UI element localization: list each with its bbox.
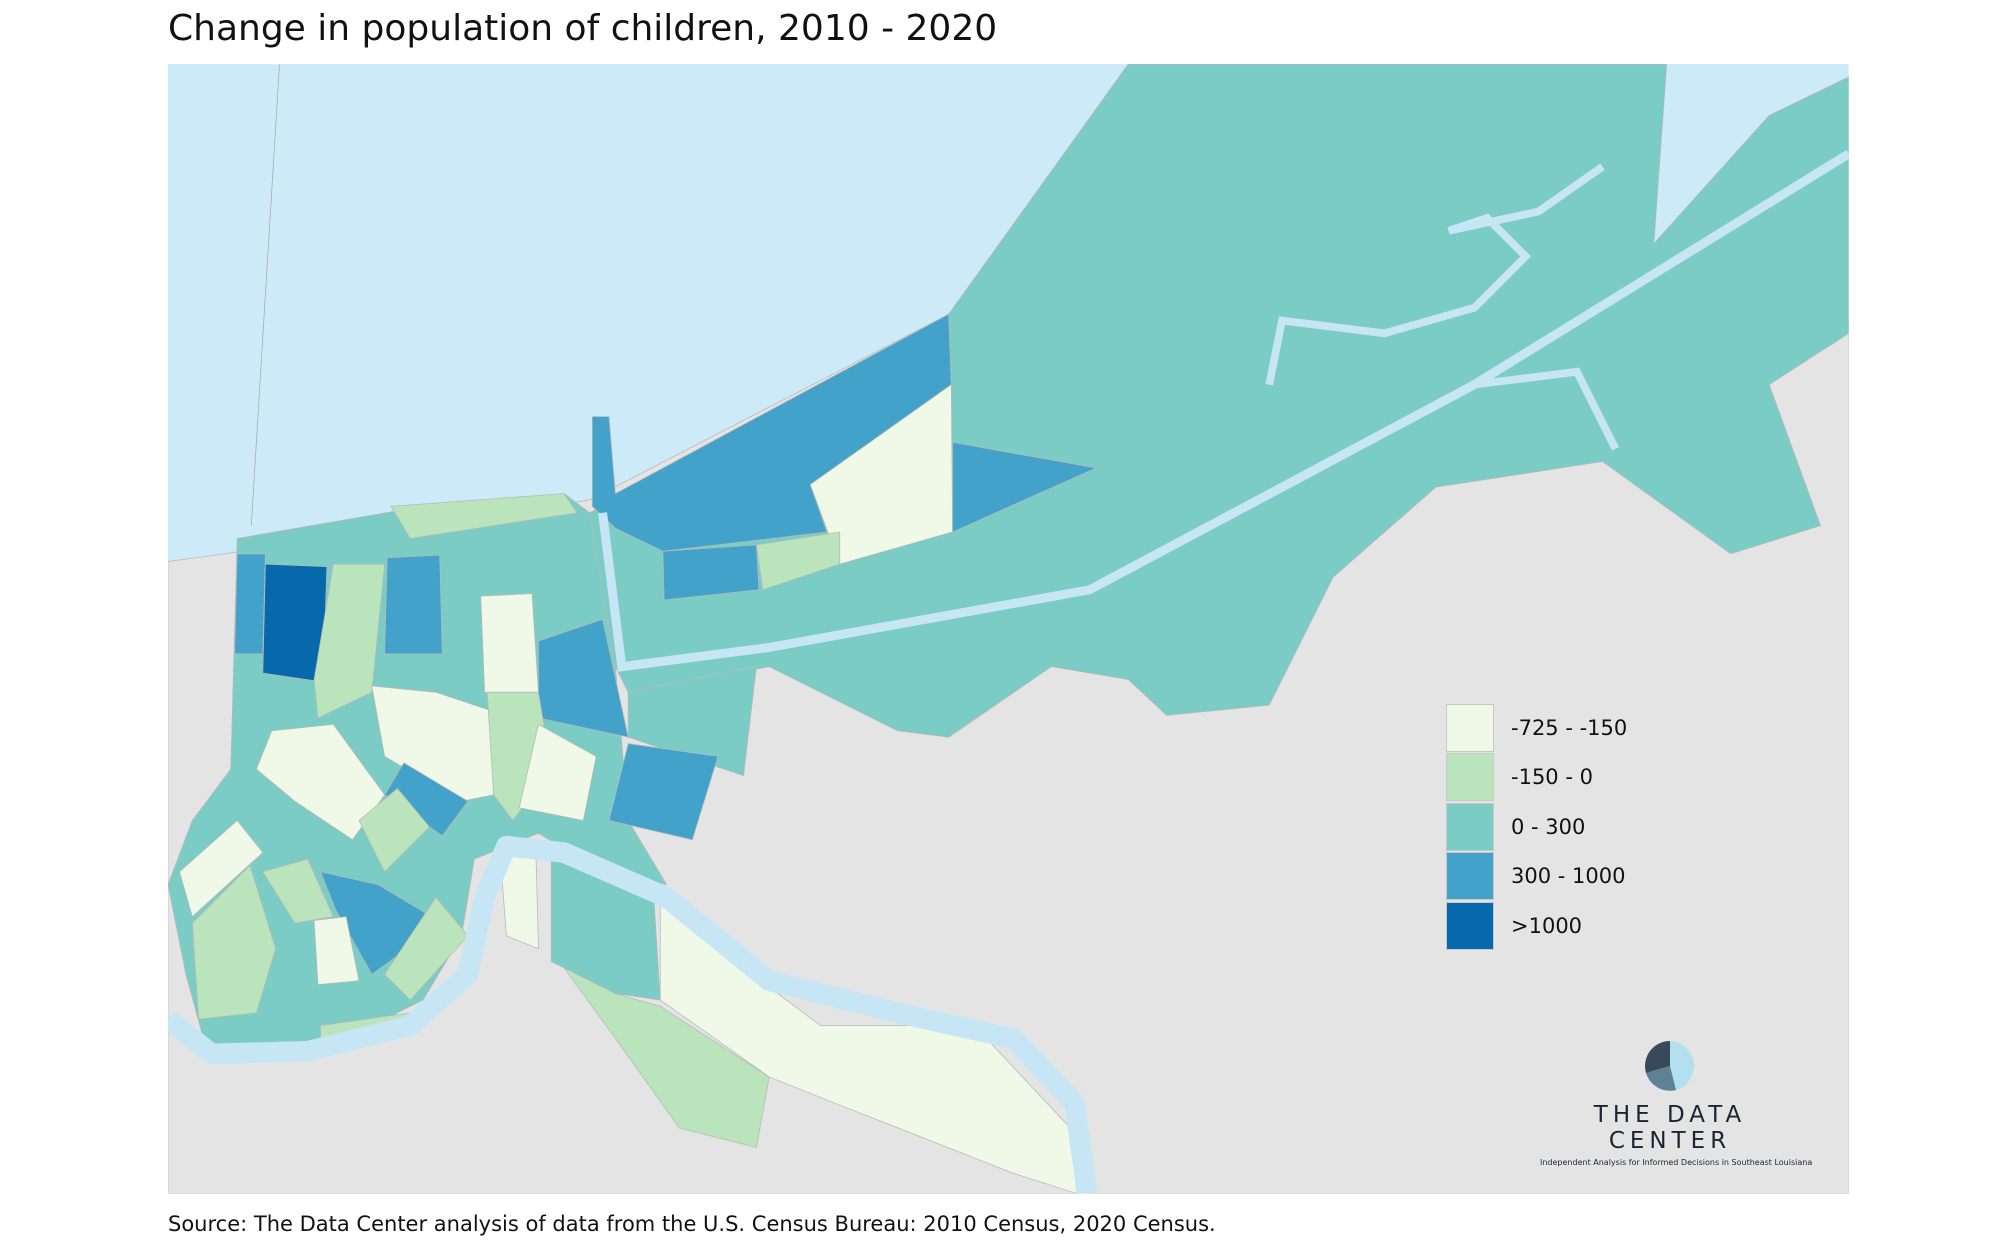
source-note: Source: The Data Center analysis of data… xyxy=(168,1212,1216,1236)
tract xyxy=(384,762,469,837)
tract xyxy=(755,531,841,591)
legend-label: -150 - 0 xyxy=(1511,765,1593,790)
map-title: Change in population of children, 2010 -… xyxy=(168,8,998,49)
legend-swatch xyxy=(1446,802,1494,851)
tract xyxy=(262,858,334,924)
tract xyxy=(518,723,597,821)
legend-label: >1000 xyxy=(1511,913,1583,938)
tract xyxy=(662,544,760,601)
bayou xyxy=(1265,163,1605,386)
legend-label: 300 - 1000 xyxy=(1511,864,1626,889)
logo-tagline: Independent Analysis for Informed Decisi… xyxy=(1540,1158,1813,1167)
tract xyxy=(313,563,386,719)
tract xyxy=(952,441,1098,533)
legend-label: 0 - 300 xyxy=(1511,814,1586,839)
mississippi-river xyxy=(167,835,1098,1194)
legend-item: >1000 xyxy=(1446,901,1627,951)
legend-swatch xyxy=(1446,703,1494,752)
tract xyxy=(358,787,431,873)
legend-swatch xyxy=(1446,753,1494,802)
legend: -725 - -150 -150 - 0 0 - 300 300 - 1000 … xyxy=(1446,703,1627,951)
tract xyxy=(384,554,443,655)
tract xyxy=(234,553,266,655)
legend-item: -725 - -150 xyxy=(1446,703,1627,753)
tract xyxy=(480,593,539,693)
tract xyxy=(563,967,770,1148)
tract xyxy=(627,666,757,777)
tract xyxy=(608,743,719,841)
legend-item: 300 - 1000 xyxy=(1446,852,1627,902)
logo-name: THE DATA CENTER xyxy=(1593,1102,1747,1154)
data-center-logo: THE DATA CENTER Independent Analysis for… xyxy=(1540,1040,1813,1167)
pie-logo-icon xyxy=(1645,1041,1695,1091)
bayou xyxy=(1473,367,1619,451)
tract xyxy=(659,896,1078,1194)
tract xyxy=(191,864,277,1020)
legend-swatch xyxy=(1446,901,1494,950)
legend-swatch xyxy=(1446,852,1494,901)
legend-item: -150 - 0 xyxy=(1446,753,1627,803)
legend-label: -725 - -150 xyxy=(1511,715,1628,740)
tract xyxy=(390,493,578,539)
tract xyxy=(179,819,264,918)
tract xyxy=(255,723,386,841)
intracoastal-canal xyxy=(598,150,1849,672)
tract xyxy=(313,916,360,986)
legend-item: 0 - 300 xyxy=(1446,802,1627,852)
